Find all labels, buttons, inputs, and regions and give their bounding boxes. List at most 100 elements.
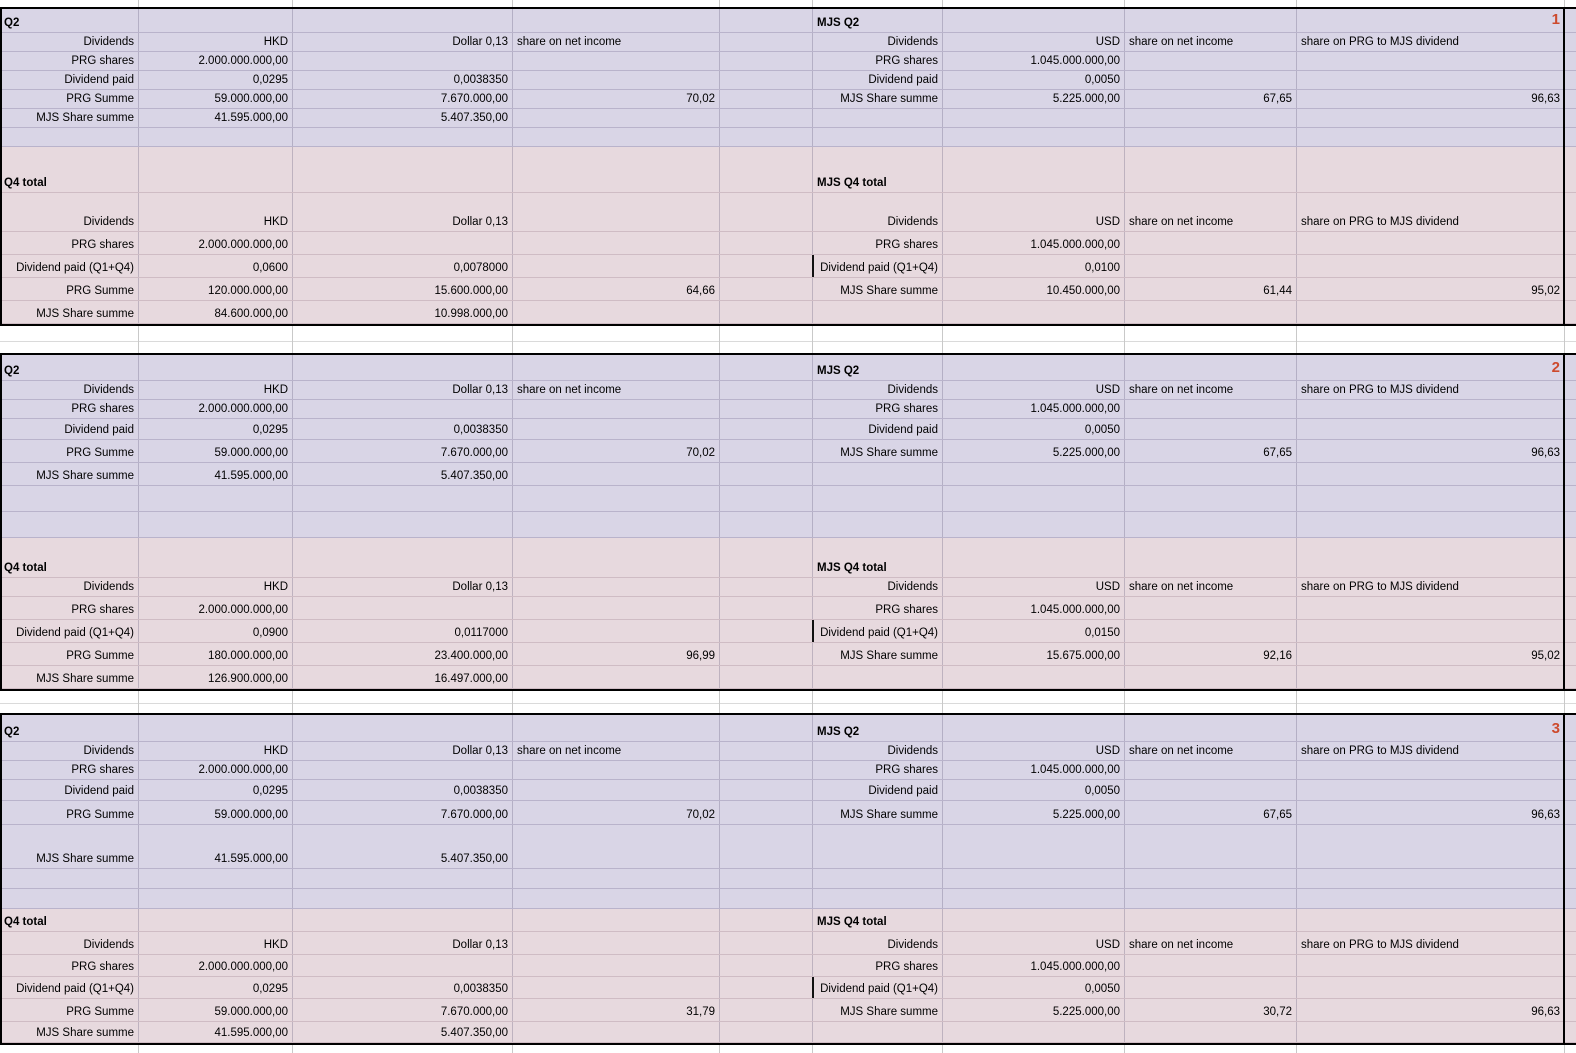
value-cell[interactable]: 5.225.000,00 [1052, 809, 1120, 821]
row-label[interactable]: Dividends [887, 384, 939, 396]
value-cell[interactable]: 7.670.000,00 [440, 1006, 508, 1018]
row-label[interactable]: Dividends [83, 745, 135, 757]
row-label[interactable]: MJS Share summe [36, 470, 134, 482]
value-cell[interactable]: 67,65 [1263, 93, 1292, 105]
row-label[interactable]: Dividend paid [64, 424, 134, 436]
value-cell[interactable]: 0,0117000 [454, 627, 508, 639]
section-title[interactable]: MJS Q2 [817, 17, 860, 29]
value-cell[interactable]: 7.670.000,00 [440, 809, 508, 821]
row-label[interactable]: Dividend paid [64, 785, 134, 797]
column-header[interactable]: share on net income [1129, 581, 1234, 593]
column-header[interactable]: Dollar 0,13 [452, 581, 508, 593]
value-cell[interactable]: 31,79 [686, 1006, 715, 1018]
row-label[interactable]: PRG shares [71, 764, 134, 776]
column-header[interactable]: share on net income [517, 384, 622, 396]
value-cell[interactable]: 0,0295 [252, 983, 288, 995]
value-cell[interactable]: 96,63 [1531, 1006, 1560, 1018]
row-label[interactable]: Dividends [887, 581, 939, 593]
value-cell[interactable]: 23.400.000,00 [434, 650, 508, 662]
row-label[interactable]: MJS Share summe [36, 308, 134, 320]
row-label[interactable]: PRG shares [71, 403, 134, 415]
value-cell[interactable]: 59.000.000,00 [214, 93, 288, 105]
row-label[interactable]: PRG shares [71, 55, 134, 67]
value-cell[interactable]: 7.670.000,00 [440, 447, 508, 459]
value-cell[interactable]: 5.407.350,00 [440, 112, 508, 124]
column-header[interactable]: share on net income [1129, 36, 1234, 48]
value-cell[interactable]: 64,66 [686, 285, 715, 297]
value-cell[interactable]: 59.000.000,00 [214, 1006, 288, 1018]
column-header[interactable]: HKD [263, 384, 288, 396]
value-cell[interactable]: 5.407.350,00 [440, 853, 508, 865]
value-cell[interactable]: 59.000.000,00 [214, 809, 288, 821]
column-header[interactable]: share on PRG to MJS dividend [1301, 581, 1459, 593]
value-cell[interactable]: 30,72 [1263, 1006, 1292, 1018]
row-label[interactable]: PRG Summe [66, 285, 134, 297]
row-label[interactable]: Dividends [83, 581, 135, 593]
row-label[interactable]: MJS Share summe [840, 1006, 938, 1018]
value-cell[interactable]: 96,63 [1531, 809, 1560, 821]
value-cell[interactable]: 0,0038350 [453, 74, 508, 86]
column-header[interactable]: share on net income [517, 36, 622, 48]
row-label[interactable]: Dividend paid (Q1+Q4) [16, 262, 134, 274]
value-cell[interactable]: 70,02 [686, 809, 715, 821]
value-cell[interactable]: 0,0050 [1084, 424, 1120, 436]
column-header[interactable]: Dollar 0,13 [452, 939, 508, 951]
row-label[interactable]: PRG Summe [66, 809, 134, 821]
value-cell[interactable]: 5.407.350,00 [440, 470, 508, 482]
row-label[interactable]: Dividend paid [868, 74, 938, 86]
section-title[interactable]: Q2 [4, 726, 20, 738]
value-cell[interactable]: 0,0900 [252, 627, 288, 639]
row-label[interactable]: Dividend paid (Q1+Q4) [16, 983, 134, 995]
row-label[interactable]: MJS Share summe [840, 650, 938, 662]
row-label[interactable]: Dividends [887, 216, 939, 228]
value-cell[interactable]: 5.225.000,00 [1052, 93, 1120, 105]
value-cell[interactable]: 67,65 [1263, 809, 1292, 821]
value-cell[interactable]: 41.595.000,00 [214, 1027, 288, 1039]
column-header[interactable]: share on net income [1129, 384, 1234, 396]
row-label[interactable]: PRG Summe [66, 447, 134, 459]
value-cell[interactable]: 5.407.350,00 [440, 1027, 508, 1039]
value-cell[interactable]: 2.000.000.000,00 [198, 764, 288, 776]
row-label[interactable]: MJS Share summe [36, 1027, 134, 1039]
row-label[interactable]: PRG shares [71, 604, 134, 616]
column-header[interactable]: USD [1095, 581, 1120, 593]
column-header[interactable]: share on net income [1129, 745, 1234, 757]
column-header[interactable]: USD [1095, 216, 1120, 228]
value-cell[interactable]: 0,0050 [1084, 983, 1120, 995]
column-header[interactable]: USD [1095, 384, 1120, 396]
row-label[interactable]: PRG shares [875, 239, 938, 251]
value-cell[interactable]: 5.225.000,00 [1052, 447, 1120, 459]
value-cell[interactable]: 5.225.000,00 [1052, 1006, 1120, 1018]
column-header[interactable]: share on net income [1129, 939, 1234, 951]
row-label[interactable]: PRG shares [71, 239, 134, 251]
row-label[interactable]: Dividend paid (Q1+Q4) [16, 627, 134, 639]
row-label[interactable]: MJS Share summe [840, 447, 938, 459]
row-label[interactable]: Dividends [83, 384, 135, 396]
value-cell[interactable]: 2.000.000.000,00 [198, 604, 288, 616]
row-label[interactable]: Dividends [83, 36, 135, 48]
section-number-badge[interactable]: 2 [1551, 359, 1560, 376]
value-cell[interactable]: 15.600.000,00 [434, 285, 508, 297]
column-header[interactable]: share on PRG to MJS dividend [1301, 745, 1459, 757]
column-header[interactable]: share on net income [1129, 216, 1234, 228]
value-cell[interactable]: 92,16 [1263, 650, 1292, 662]
column-header[interactable]: USD [1095, 36, 1120, 48]
section-title[interactable]: MJS Q4 total [817, 177, 887, 189]
value-cell[interactable]: 0,0050 [1084, 74, 1120, 86]
value-cell[interactable]: 0,0050 [1084, 785, 1120, 797]
column-header[interactable]: share on PRG to MJS dividend [1301, 216, 1459, 228]
value-cell[interactable]: 0,0150 [1084, 627, 1120, 639]
value-cell[interactable]: 0,0295 [252, 74, 288, 86]
section-title[interactable]: MJS Q2 [817, 365, 860, 377]
row-label[interactable]: MJS Share summe [36, 853, 134, 865]
column-header[interactable]: Dollar 0,13 [452, 384, 508, 396]
row-label[interactable]: PRG Summe [66, 1006, 134, 1018]
row-label[interactable]: Dividends [83, 939, 135, 951]
row-label[interactable]: MJS Share summe [36, 673, 134, 685]
value-cell[interactable]: 1.045.000.000,00 [1030, 239, 1120, 251]
value-cell[interactable]: 96,63 [1531, 447, 1560, 459]
row-label[interactable]: Dividend paid (Q1+Q4) [820, 983, 938, 995]
value-cell[interactable]: 41.595.000,00 [214, 470, 288, 482]
row-label[interactable]: MJS Share summe [840, 285, 938, 297]
row-label[interactable]: PRG shares [875, 764, 938, 776]
